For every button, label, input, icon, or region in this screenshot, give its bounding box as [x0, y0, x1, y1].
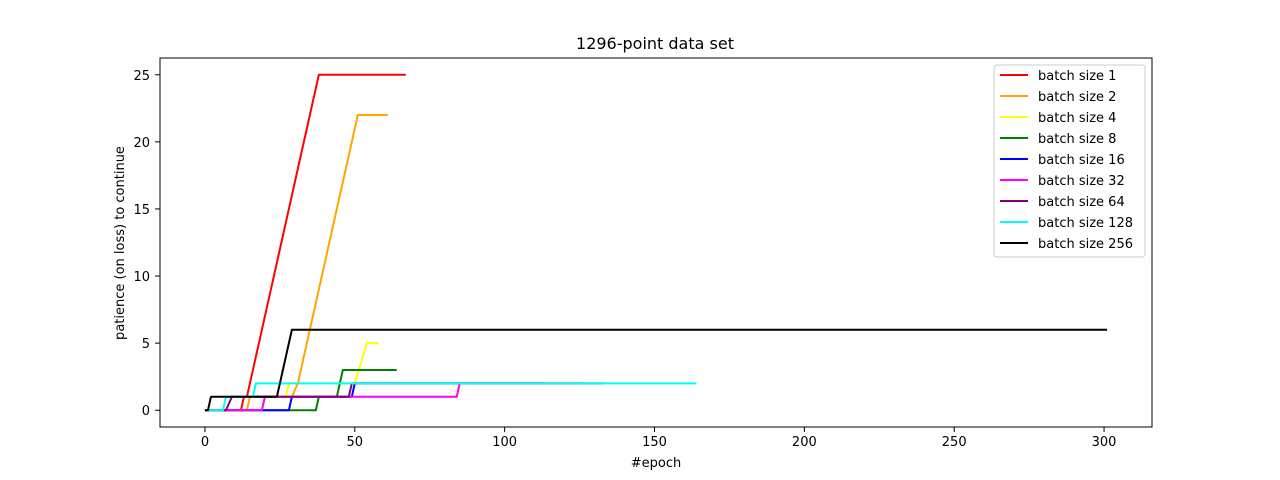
x-axis-label: #epoch: [631, 456, 681, 471]
x-tick-label-1: 50: [347, 435, 364, 450]
y-axis: 0 5 10 15 20 25: [133, 69, 160, 419]
legend-label-3: batch size 4: [1038, 111, 1116, 126]
legend-label-8: batch size 128: [1038, 216, 1133, 231]
legend-box: [993, 64, 1146, 258]
legend-label-9: batch size 256: [1038, 237, 1133, 252]
series-layer: [204, 73, 1108, 412]
y-tick-label-1: 5: [142, 337, 150, 352]
y-tick-label-3: 15: [133, 203, 150, 218]
axes-frame: [159, 57, 1153, 428]
series-line-9: [204, 328, 1108, 412]
chart-title: 1296-point data set: [576, 34, 734, 53]
plot-area: [159, 57, 1153, 428]
legend-label-2: batch size 2: [1038, 90, 1116, 105]
y-axis-label: patience (on loss) to continue: [113, 146, 128, 340]
x-tick-label-5: 250: [942, 435, 967, 450]
legend: batch size 1 batch size 2 batch size 4 batc…: [993, 64, 1146, 258]
y-tick-label-0: 0: [142, 404, 150, 419]
x-tick-label-6: 300: [1092, 435, 1117, 450]
legend-label-1: batch size 1: [1038, 69, 1116, 84]
x-tick-label-2: 100: [492, 435, 517, 450]
legend-label-6: batch size 32: [1038, 174, 1125, 189]
y-tick-label-5: 25: [133, 69, 150, 84]
x-tick-label-4: 200: [792, 435, 817, 450]
legend-label-5: batch size 16: [1038, 153, 1125, 168]
y-tick-label-4: 20: [133, 136, 150, 151]
legend-label-7: batch size 64: [1038, 195, 1125, 210]
x-axis: 0 50 100 150 200 250 300: [201, 427, 1117, 450]
x-tick-label-3: 150: [642, 435, 667, 450]
legend-label-4: batch size 8: [1038, 132, 1116, 147]
x-tick-label-0: 0: [201, 435, 209, 450]
legend-items: batch size 1 batch size 2 batch size 4 batc…: [1000, 69, 1133, 252]
y-tick-label-2: 10: [133, 270, 150, 285]
